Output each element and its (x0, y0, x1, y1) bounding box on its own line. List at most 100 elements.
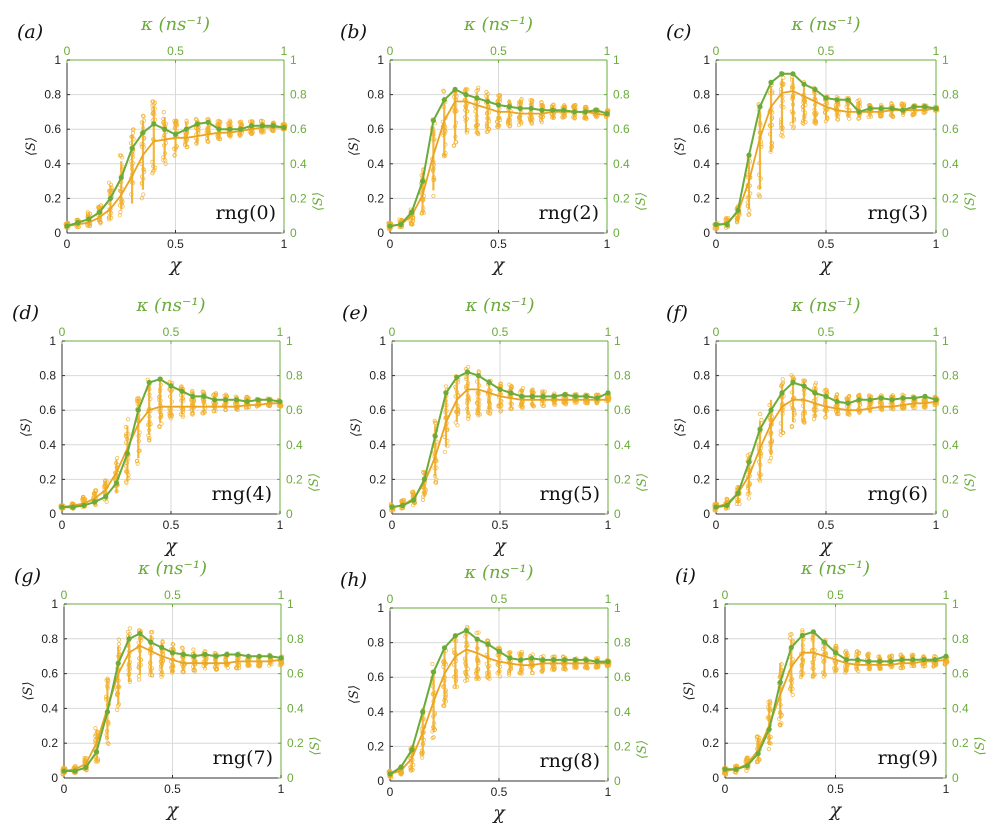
sample-point (434, 477, 439, 482)
tick-label-right: 0.2 (952, 736, 969, 750)
kappa-point (411, 497, 417, 503)
kappa-point (561, 657, 568, 663)
tick-label-bottom: 0.5 (490, 237, 507, 251)
sample-point (789, 121, 794, 126)
kappa-point (540, 393, 546, 399)
kappa-point (878, 105, 884, 112)
sample-point (758, 478, 763, 483)
kappa-point (255, 397, 261, 403)
kappa-point (933, 105, 939, 112)
tick-label-top: 0.5 (163, 325, 180, 339)
tick-label-left: 1 (712, 597, 719, 611)
tick-label-top: 1 (605, 592, 612, 606)
kappa-point (83, 764, 89, 771)
sample-point (507, 382, 512, 387)
kappa-point (889, 397, 895, 403)
tick-label-right: 0.2 (613, 191, 630, 205)
kappa-point (140, 130, 146, 136)
tick-label-top: 0.5 (818, 44, 835, 58)
tick-label-left: 0.8 (41, 632, 58, 646)
tick-label-left: 1 (377, 601, 384, 615)
tick-label-bottom: 1 (604, 237, 611, 251)
kappa-point (270, 123, 276, 129)
sample-point (582, 665, 587, 670)
sample-point (475, 130, 480, 135)
tick-label-right: 1 (942, 53, 949, 67)
sample-point (585, 400, 590, 405)
kappa-point (419, 178, 426, 184)
kappa-point (519, 393, 525, 399)
tick-label-right: 1 (614, 334, 621, 348)
kappa-point (148, 639, 154, 645)
sample-point (810, 673, 816, 679)
sample-point (823, 119, 828, 124)
sample-point (912, 663, 917, 669)
sample-point (130, 130, 136, 136)
sample-point (754, 734, 759, 739)
y-axis-label: ⟨S⟩ (347, 137, 362, 156)
tick-label-right: 0.6 (287, 667, 304, 681)
tick-label-right: 0.2 (290, 191, 307, 205)
sample-point (768, 455, 774, 460)
tick-label-top: 1 (933, 325, 940, 339)
sample-point (116, 637, 121, 642)
tick-label-right: 0.4 (287, 701, 304, 715)
tick-label-left: 0 (379, 507, 386, 521)
tick-label-left: 0.6 (39, 403, 56, 417)
kappa-point (201, 393, 207, 399)
kappa-point (790, 71, 796, 77)
tick-label-top: 1 (604, 44, 611, 58)
tick-label-left: 1 (379, 334, 386, 348)
kappa-point (571, 109, 578, 115)
tick-label-left: 0.8 (44, 88, 61, 102)
sample-point (179, 384, 184, 389)
tick-label-left: 0 (51, 771, 58, 785)
right-axis-label: ⟨S⟩ (963, 192, 978, 211)
kappa-point (248, 123, 255, 129)
sample-point (180, 646, 185, 651)
kappa-point (713, 221, 719, 227)
kappa-point (735, 207, 741, 214)
sample-point (93, 725, 98, 731)
sample-point (759, 417, 764, 423)
tick-label-left: 0.4 (41, 701, 58, 715)
kappa-point (224, 651, 230, 658)
sample-point (87, 223, 93, 228)
sample-point (866, 114, 871, 120)
kappa-point (278, 655, 284, 661)
tick-label-right: 0.6 (613, 122, 630, 136)
kappa-point (64, 223, 70, 229)
sample-point (923, 663, 928, 668)
sample-point (484, 674, 489, 679)
sample-point (163, 161, 168, 166)
kappa-point (735, 490, 741, 496)
tick-label-right: 0.8 (614, 369, 631, 383)
kappa-point (506, 104, 512, 110)
x-axis-label: χ (163, 535, 178, 557)
tick-label-bottom: 0 (387, 237, 394, 251)
y-axis-label: ⟨S⟩ (682, 681, 697, 700)
kappa-point (474, 636, 480, 642)
tick-label-bottom: 0 (64, 237, 71, 251)
kappa-point (539, 107, 545, 113)
x-axis-label: χ (818, 254, 833, 276)
kappa-point (889, 105, 895, 112)
sample-point (127, 626, 133, 631)
kappa-point (465, 369, 471, 375)
sample-point (488, 408, 493, 413)
sample-point (126, 417, 131, 422)
kappa-point (96, 209, 103, 215)
sample-point (161, 110, 166, 115)
kappa-point (443, 390, 449, 396)
kappa-point (92, 499, 98, 505)
tick-label-right: 0.4 (942, 438, 959, 452)
kappa-point (845, 97, 851, 103)
tick-label-bottom: 0 (713, 518, 720, 532)
kappa-point (113, 480, 120, 486)
tick-label-left: 1 (703, 334, 710, 348)
kappa-point (238, 126, 244, 132)
sample-point (798, 675, 803, 680)
panel-7: 0 0.5 10 0.5 100.20.40.60.8100.20.40.60.81χκ… (340, 562, 650, 824)
tick-label-left: 0 (377, 774, 384, 788)
